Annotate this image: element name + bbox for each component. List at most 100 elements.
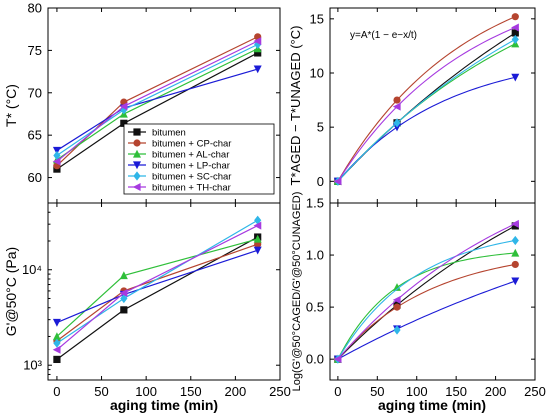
series-2 xyxy=(333,39,520,185)
series-4 xyxy=(53,215,262,348)
x-tick-label: 50 xyxy=(94,384,108,399)
legend-item-label: bitumen + SC-char xyxy=(152,172,231,183)
x-axis-label-right: aging time (min) xyxy=(378,397,486,413)
y-tick-label: 60 xyxy=(28,170,42,185)
data-point xyxy=(253,37,262,46)
data-point xyxy=(511,13,519,21)
data-point xyxy=(52,157,61,166)
data-point xyxy=(253,65,262,74)
series-0 xyxy=(53,233,262,364)
chart-panel-bottom-left: 10³ 10⁴ 0 50 100 150 200 250 G'@50°C (Pa) xyxy=(3,202,291,399)
data-point xyxy=(120,119,128,127)
y-tick-label: 1.0 xyxy=(306,248,324,263)
legend-marker xyxy=(133,171,141,181)
data-point xyxy=(52,345,61,354)
fit-curve xyxy=(337,252,516,360)
legend-item-label: bitumen + TH-char xyxy=(152,183,231,194)
series-0 xyxy=(334,29,519,185)
data-point xyxy=(52,332,61,341)
x-tick-label: 200 xyxy=(225,384,247,399)
data-point xyxy=(392,102,401,111)
data-point xyxy=(53,150,61,161)
data-point xyxy=(253,221,262,230)
series-5 xyxy=(333,23,519,186)
data-point xyxy=(253,234,262,243)
data-point xyxy=(511,23,519,32)
data-point xyxy=(511,248,520,257)
plot-frame xyxy=(329,202,536,381)
y-tick-label: 65 xyxy=(28,128,42,143)
series-5 xyxy=(333,219,519,364)
data-point xyxy=(333,355,342,364)
fit-curve xyxy=(337,239,516,360)
data-point xyxy=(393,118,401,128)
x-tick-label: 0 xyxy=(53,384,60,399)
y-tick-label: 15 xyxy=(310,11,324,26)
y-axis-label-group: G'@50°C (Pa) xyxy=(3,247,19,336)
chart-panel-bottom-right: 0.0 0.5 1.0 1.5 0 50 100 150 200 250 Log(G'@50°CAG… xyxy=(291,192,546,399)
x-axis-label-left: aging time (min) xyxy=(110,397,218,413)
series-line xyxy=(56,236,258,360)
data-point xyxy=(119,102,128,111)
y-axis-label-group: T*AGED − T*UNAGED (°C) xyxy=(288,26,303,186)
series-line xyxy=(56,249,258,324)
series-3 xyxy=(52,246,262,327)
series-line xyxy=(56,225,258,351)
legend-item-label: bitumen xyxy=(152,128,186,139)
legend-marker xyxy=(133,128,141,136)
series-3 xyxy=(333,73,520,186)
fit-curve xyxy=(337,26,516,182)
data-point xyxy=(119,289,128,298)
x-tick-label: 250 xyxy=(524,384,546,399)
data-point xyxy=(52,146,61,155)
data-point xyxy=(120,293,128,304)
series-4 xyxy=(334,34,519,186)
y-tick-label: 80 xyxy=(28,1,42,16)
y-axis-label: T*AGED − T*UNAGED (°C) xyxy=(288,26,303,186)
series-1 xyxy=(53,240,262,345)
x-tick-label: 100 xyxy=(135,384,157,399)
data-point xyxy=(511,260,519,269)
x-tick-label: 100 xyxy=(406,384,428,399)
data-point xyxy=(53,338,61,348)
data-point xyxy=(511,73,520,82)
data-point xyxy=(392,295,401,304)
x-tick-label: 200 xyxy=(485,384,507,399)
legend-box xyxy=(123,123,275,195)
data-point xyxy=(511,34,519,45)
data-point xyxy=(511,219,519,228)
fit-curve xyxy=(337,223,516,360)
series-2 xyxy=(333,248,520,363)
y-tick-label: 10³ xyxy=(23,358,42,373)
data-point xyxy=(393,325,401,335)
fit-curve xyxy=(337,38,516,182)
legend-item-label: bitumen + LP-char xyxy=(152,161,230,172)
data-point xyxy=(393,123,402,132)
series-line xyxy=(56,243,258,342)
series-0 xyxy=(334,222,519,363)
fit-curve xyxy=(337,76,516,182)
data-point xyxy=(253,246,262,255)
fit-curve xyxy=(337,263,516,360)
x-tick-label: 150 xyxy=(445,384,467,399)
legend-marker xyxy=(133,139,141,147)
data-point xyxy=(393,96,401,104)
y-tick-label: 75 xyxy=(28,43,42,58)
x-tick-label: 150 xyxy=(180,384,202,399)
y-axis-label: G'@50°C (Pa) xyxy=(3,247,19,336)
data-point xyxy=(119,271,128,280)
legend-marker xyxy=(132,183,141,191)
legend-marker xyxy=(133,149,141,158)
y-axis-label: T* (°C) xyxy=(3,84,19,127)
legend-marker xyxy=(133,161,141,170)
series-2 xyxy=(52,234,262,341)
y-axis-label-group: T* (°C) xyxy=(3,84,19,127)
fit-curve xyxy=(337,43,516,182)
y-tick-label: 0.5 xyxy=(306,300,324,315)
fit-curve xyxy=(337,16,516,182)
chart-panel-top-right: 0 5 10 15 T*AGED − T*UNAGED (°C) y=A*(1 − e−x… xyxy=(288,7,536,204)
y-tick-label: 0 xyxy=(317,174,324,189)
data-point xyxy=(511,235,519,246)
y-tick-label: 5 xyxy=(317,120,324,135)
